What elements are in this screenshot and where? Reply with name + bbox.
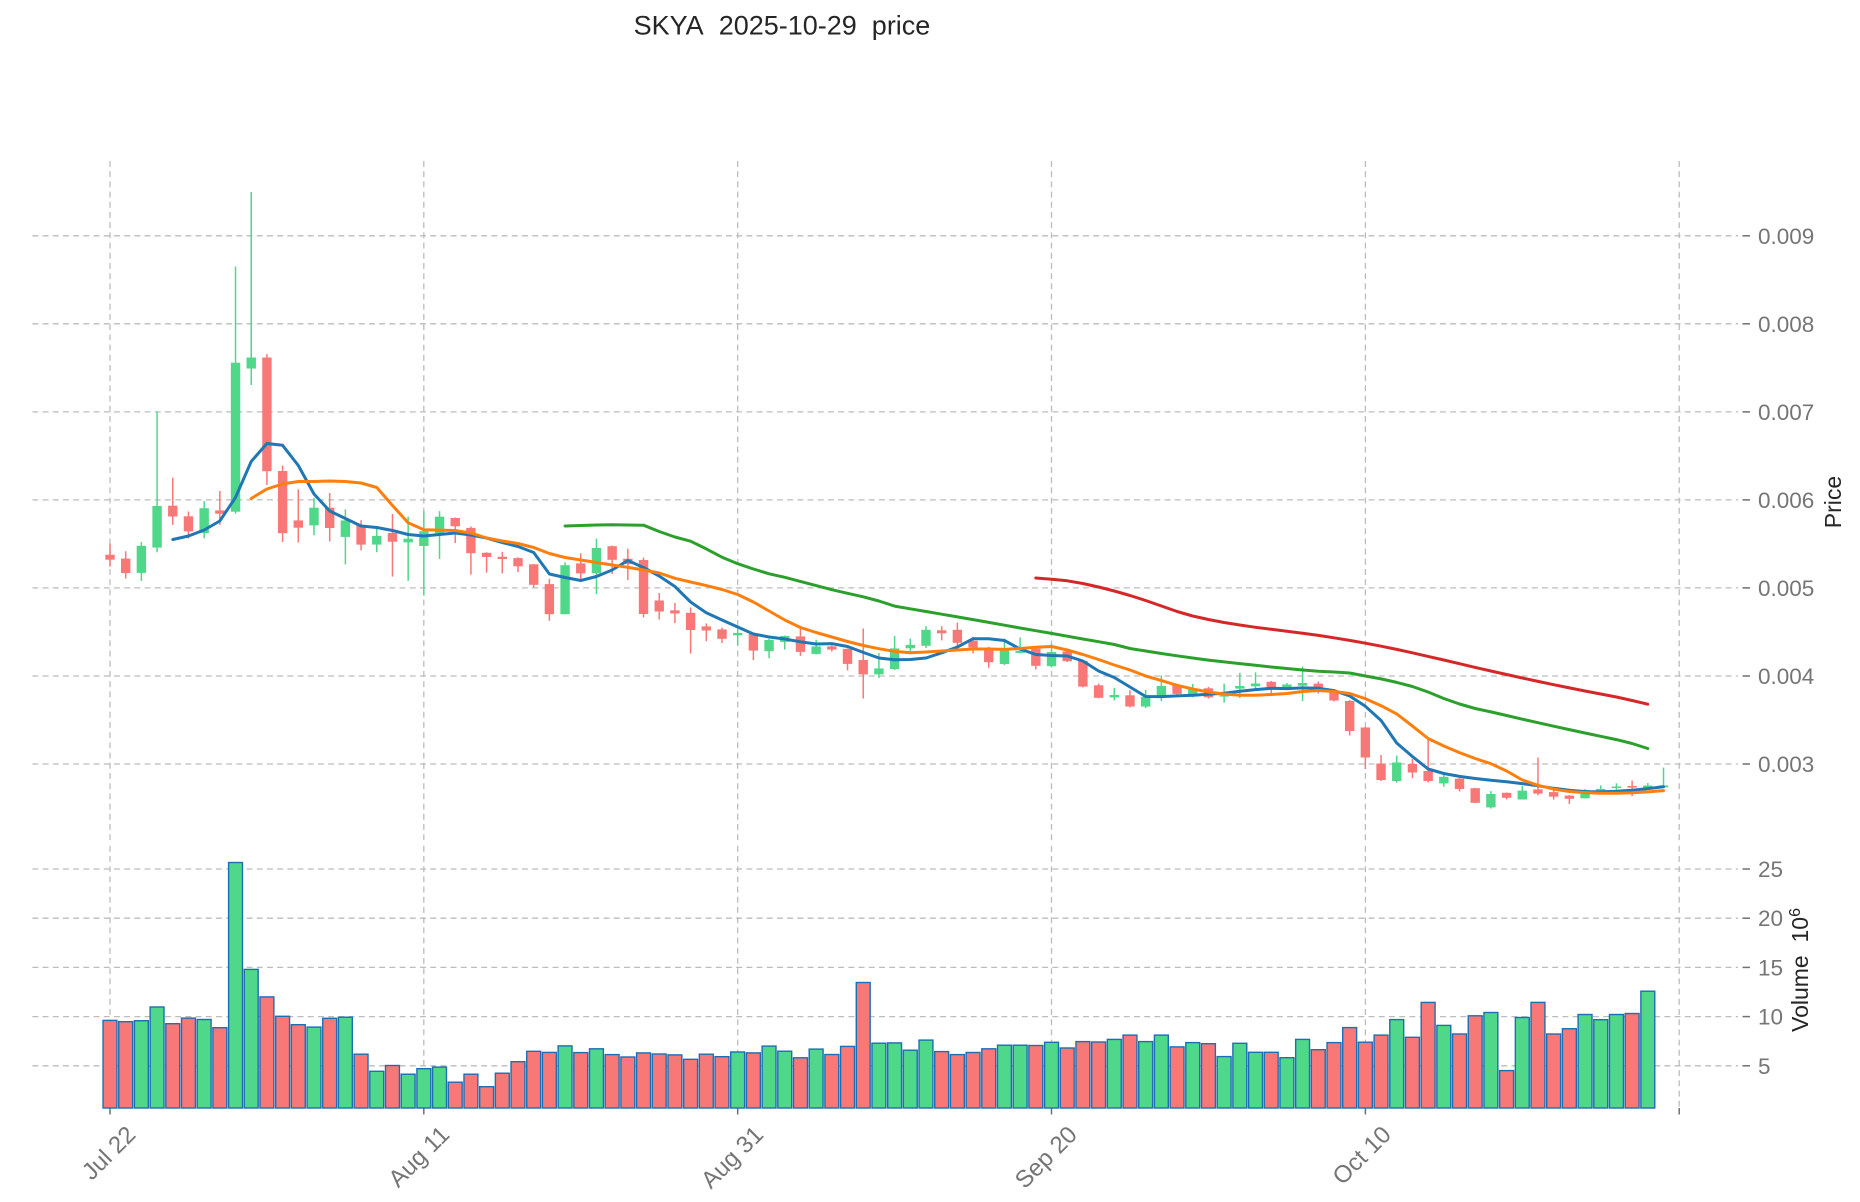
- svg-text:20: 20: [1758, 906, 1783, 931]
- svg-text:0.008: 0.008: [1758, 312, 1814, 337]
- svg-text:10: 10: [1758, 1005, 1783, 1030]
- svg-text:0.006: 0.006: [1758, 488, 1814, 513]
- svg-text:5: 5: [1758, 1054, 1771, 1079]
- svg-text:Volume 106: Volume 106: [1787, 908, 1814, 1032]
- svg-text:0.009: 0.009: [1758, 224, 1814, 249]
- svg-text:25: 25: [1758, 857, 1783, 882]
- svg-text:0.005: 0.005: [1758, 576, 1814, 601]
- svg-text:Price: Price: [1820, 476, 1846, 528]
- svg-text:SKYA 2025-10-29 price: SKYA 2025-10-29 price: [634, 11, 931, 41]
- svg-text:0.003: 0.003: [1758, 752, 1814, 777]
- svg-text:0.007: 0.007: [1758, 400, 1814, 425]
- svg-text:15: 15: [1758, 955, 1783, 980]
- svg-text:0.004: 0.004: [1758, 664, 1814, 689]
